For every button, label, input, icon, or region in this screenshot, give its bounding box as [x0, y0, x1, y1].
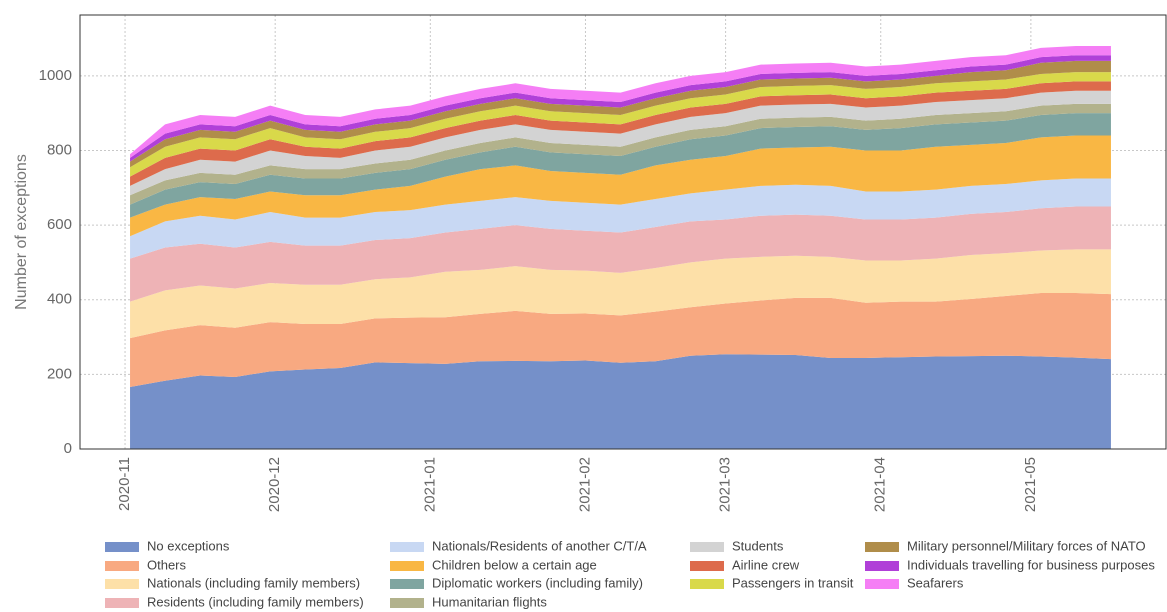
legend-label: Students — [732, 538, 784, 553]
legend-label: Seafarers — [907, 575, 964, 590]
legend-swatch — [390, 561, 424, 571]
legend-label: Nationals (including family members) — [147, 575, 360, 590]
area — [130, 135, 1111, 237]
legend-label: No exceptions — [147, 538, 230, 553]
legend-swatch — [390, 579, 424, 589]
area — [130, 178, 1111, 259]
area — [130, 55, 1111, 162]
legend-label: Children below a certain age — [432, 557, 597, 572]
legend-swatch — [690, 579, 724, 589]
area — [130, 249, 1111, 339]
legend-swatch — [690, 561, 724, 571]
y-tick-label: 400 — [47, 291, 72, 308]
x-tick-label: 2021-04 — [872, 457, 889, 512]
legend-swatch — [390, 598, 424, 608]
x-tick-label: 2021-02 — [576, 457, 593, 512]
x-tick-label: 2021-01 — [421, 457, 438, 512]
legend-swatch — [865, 579, 899, 589]
x-tick-label: 2020-12 — [266, 457, 283, 512]
area — [130, 45, 1111, 158]
area — [130, 206, 1111, 302]
x-tick-label: 2021-05 — [1022, 457, 1039, 512]
legend-swatch — [105, 561, 139, 571]
legend-label: Others — [147, 557, 187, 572]
area — [130, 103, 1111, 205]
area — [130, 72, 1111, 177]
legend-swatch — [865, 561, 899, 571]
legend-swatch — [390, 542, 424, 552]
legend-swatch — [105, 598, 139, 608]
x-tick-label: 2021-03 — [717, 457, 734, 512]
legend-swatch — [105, 579, 139, 589]
area — [130, 293, 1111, 388]
legend-label: Humanitarian flights — [432, 594, 547, 609]
legend-label: Airline crew — [732, 557, 800, 572]
area — [130, 90, 1111, 196]
legend-swatch — [690, 542, 724, 552]
y-tick-label: 1000 — [39, 67, 72, 84]
area — [130, 354, 1111, 449]
legend-label: Individuals travelling for business purp… — [907, 557, 1155, 572]
area — [130, 81, 1111, 186]
y-tick-label: 0 — [64, 440, 72, 457]
y-tick-label: 600 — [47, 216, 72, 233]
legend-swatch — [865, 542, 899, 552]
legend-label: Nationals/Residents of another C/T/A — [432, 538, 647, 553]
legend-label: Military personnel/Military forces of NA… — [907, 538, 1146, 553]
area — [130, 60, 1111, 168]
plot-frame — [79, 14, 1167, 450]
x-tick-label: 2020-11 — [116, 457, 133, 511]
y-tick-label: 200 — [47, 365, 72, 382]
area — [130, 113, 1111, 218]
legend-swatch — [105, 542, 139, 552]
legend-label: Diplomatic workers (including family) — [432, 575, 643, 590]
y-axis-label: Number of exceptions — [13, 154, 30, 310]
y-tick-label: 800 — [47, 141, 72, 158]
legend-label: Residents (including family members) — [147, 594, 364, 609]
legend-label: Passengers in transit — [732, 575, 854, 590]
